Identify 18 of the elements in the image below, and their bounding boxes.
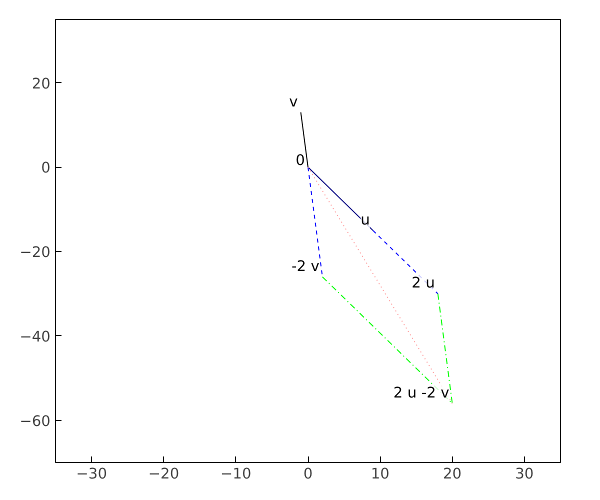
y-tick-label: −20 (20, 244, 51, 262)
x-tick-label: −10 (220, 466, 252, 482)
annotation: v (289, 93, 298, 110)
x-tick-label: 0 (303, 466, 313, 482)
annotation: -2 v (291, 258, 320, 275)
annotation: 2 u (412, 274, 435, 292)
x-tick-label: 20 (442, 466, 462, 482)
y-tick-label: 20 (32, 75, 51, 92)
annotation: 2 u -2 v (393, 384, 450, 402)
annotation: u (360, 211, 370, 228)
y-tick-label: −40 (20, 328, 51, 346)
x-tick-label: 10 (370, 466, 390, 482)
y-tick-label: −60 (20, 412, 51, 430)
x-tick-label: −30 (76, 466, 108, 482)
x-tick-label: 30 (515, 466, 534, 482)
annotation: 0 (296, 152, 306, 170)
y-tick-label: 0 (41, 160, 51, 177)
x-tick-label: −20 (148, 466, 180, 482)
